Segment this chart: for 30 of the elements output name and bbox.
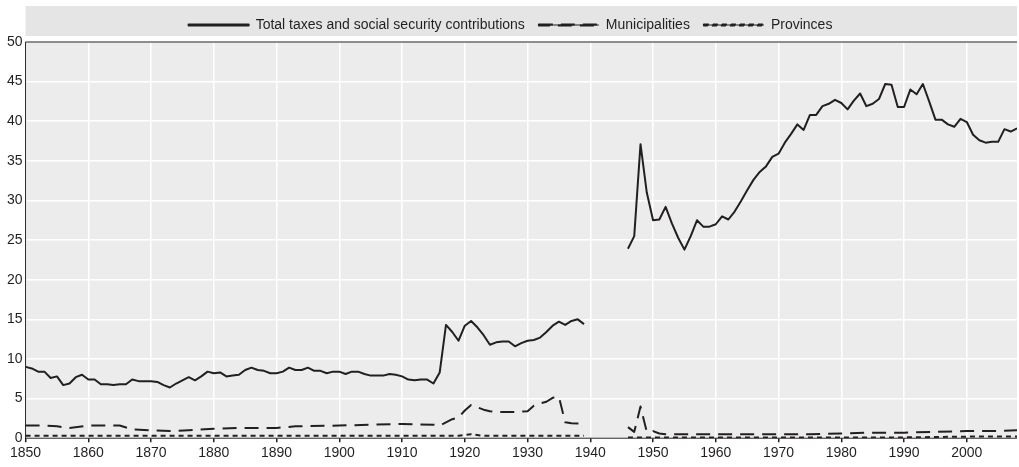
x-tick-label: 2000 [951,444,983,461]
y-tick-label: 5 [14,389,23,406]
x-tick-label: 1880 [198,444,230,461]
legend-label: Total taxes and social security contributions [255,15,525,32]
x-tick-label: 1860 [72,444,105,461]
x-tick-label: 1970 [762,444,795,461]
x-tick-label: 1990 [888,444,920,461]
x-tick-label: 1980 [825,444,858,461]
x-tick-label: 1850 [9,444,42,461]
x-tick-label: 1960 [700,444,732,461]
y-tick-label: 30 [6,191,23,208]
y-tick-label: 25 [6,230,23,247]
y-tick-label: 35 [6,151,23,168]
legend-label: Municipalities [605,15,690,32]
x-tick-label: 1940 [574,444,607,461]
x-tick-label: 1910 [386,444,418,461]
y-tick-label: 45 [6,72,23,89]
y-tick-label: 0 [14,429,23,446]
x-tick-label: 1920 [449,444,481,461]
x-tick-label: 1930 [511,444,544,461]
y-tick-label: 15 [6,310,23,327]
legend-label: Provinces [770,15,833,32]
x-tick-label: 1870 [135,444,167,461]
x-tick-label: 1890 [260,444,293,461]
x-tick-label: 1900 [323,444,356,461]
x-tick-label: 1950 [637,444,669,461]
y-tick-label: 40 [6,112,23,129]
y-tick-label: 10 [6,349,23,366]
y-tick-label: 20 [6,270,23,287]
y-tick-label: 50 [6,32,23,49]
